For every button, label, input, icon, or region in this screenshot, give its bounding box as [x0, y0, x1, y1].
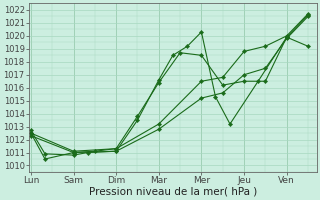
X-axis label: Pression niveau de la mer( hPa ): Pression niveau de la mer( hPa ) [89, 187, 257, 197]
